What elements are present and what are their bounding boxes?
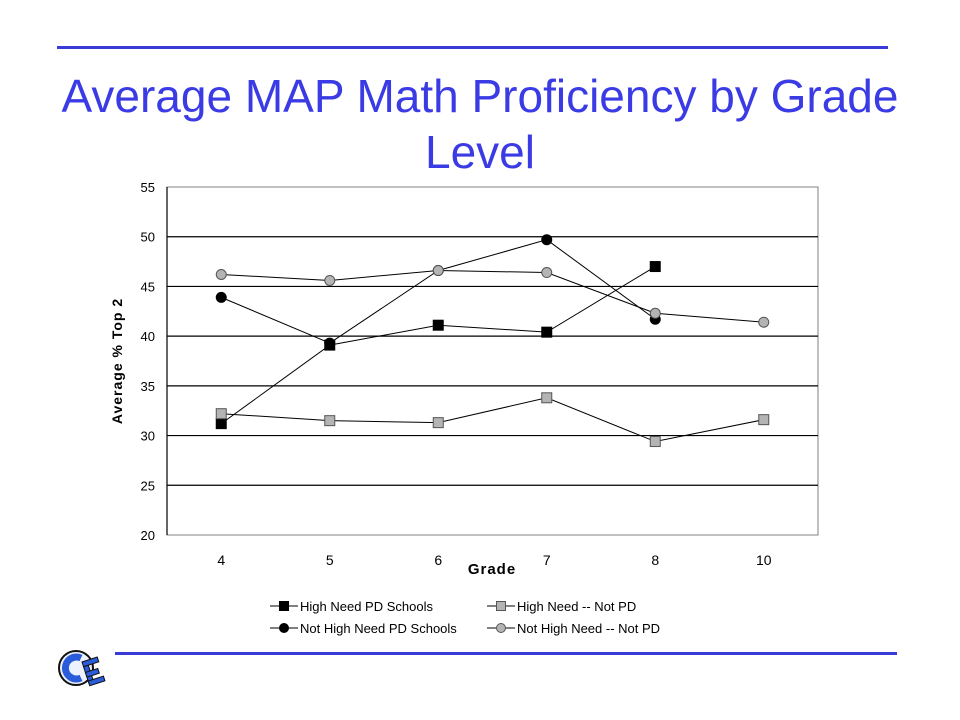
data-point bbox=[432, 265, 444, 277]
x-tick-label: 7 bbox=[543, 552, 551, 568]
data-point bbox=[324, 415, 336, 427]
y-tick-label: 45 bbox=[141, 279, 155, 294]
legend-label: Not High Need PD Schools bbox=[300, 621, 457, 636]
x-tick-label: 6 bbox=[434, 552, 442, 568]
data-point bbox=[758, 316, 770, 328]
data-point bbox=[215, 291, 227, 303]
data-point bbox=[649, 307, 661, 319]
data-point bbox=[215, 408, 227, 420]
y-tick-label: 35 bbox=[141, 379, 155, 394]
data-point bbox=[541, 326, 553, 338]
legend-label: High Need -- Not PD bbox=[517, 599, 636, 614]
y-tick-label: 20 bbox=[141, 528, 155, 543]
ce-logo-icon bbox=[58, 650, 106, 687]
data-point bbox=[215, 418, 227, 430]
x-tick-label: 5 bbox=[326, 552, 334, 568]
x-tick-label: 10 bbox=[756, 552, 772, 568]
data-point bbox=[541, 392, 553, 404]
data-point bbox=[758, 414, 770, 426]
data-point bbox=[649, 436, 661, 448]
legend-marker bbox=[279, 623, 289, 633]
plot-frame bbox=[166, 186, 819, 536]
legend-marker bbox=[279, 601, 289, 611]
data-point bbox=[215, 268, 227, 280]
x-tick-label: 4 bbox=[217, 552, 225, 568]
data-point bbox=[541, 234, 553, 246]
data-point bbox=[541, 267, 553, 279]
legend-label: High Need PD Schools bbox=[300, 599, 433, 614]
data-point bbox=[432, 319, 444, 331]
chart-legend: High Need PD Schools High Need -- Not PD N… bbox=[270, 599, 660, 636]
y-tick-label: 55 bbox=[141, 180, 155, 195]
y-tick-label: 50 bbox=[141, 230, 155, 245]
legend-marker bbox=[496, 601, 506, 611]
footer-rule bbox=[115, 652, 897, 655]
y-tick-label: 30 bbox=[141, 429, 155, 444]
x-tick-label: 8 bbox=[651, 552, 659, 568]
legend-marker bbox=[496, 623, 506, 633]
y-axis-title: Average % Top 2 bbox=[109, 298, 125, 424]
y-tick-label: 25 bbox=[141, 478, 155, 493]
title-top-rule bbox=[57, 46, 888, 49]
x-axis-title: Grade bbox=[468, 561, 516, 578]
data-point bbox=[649, 261, 661, 273]
series-line-4 bbox=[221, 270, 764, 323]
slide-title: Average MAP Math Proficiency by Grade Le… bbox=[61, 70, 899, 178]
series-line-2 bbox=[221, 397, 764, 443]
y-tick-label: 40 bbox=[141, 329, 155, 344]
data-point bbox=[432, 417, 444, 429]
data-point bbox=[324, 337, 336, 349]
legend-label: Not High Need -- Not PD bbox=[517, 621, 660, 636]
data-point bbox=[324, 274, 336, 286]
